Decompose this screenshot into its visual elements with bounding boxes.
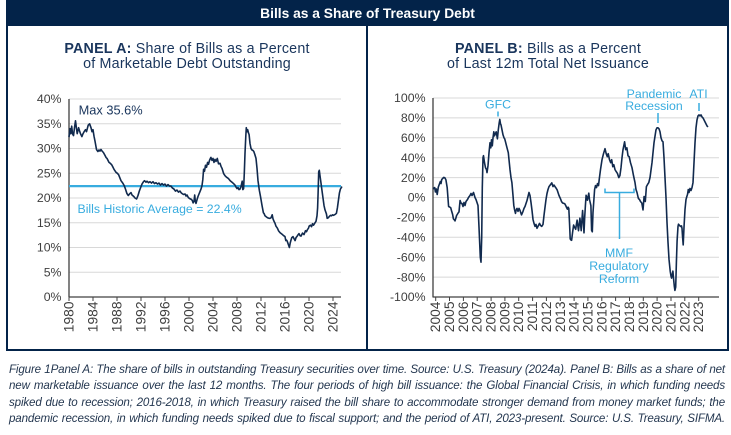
svg-text:2020: 2020 bbox=[302, 301, 317, 332]
svg-text:1992: 1992 bbox=[134, 302, 149, 333]
svg-text:35%: 35% bbox=[37, 117, 62, 131]
svg-text:1988: 1988 bbox=[110, 301, 125, 332]
svg-text:2014: 2014 bbox=[567, 301, 582, 332]
svg-text:-60%: -60% bbox=[397, 250, 426, 264]
svg-text:2018: 2018 bbox=[622, 301, 637, 332]
svg-text:2009: 2009 bbox=[497, 301, 512, 332]
svg-text:80%: 80% bbox=[401, 111, 426, 125]
svg-text:2004: 2004 bbox=[206, 301, 221, 332]
svg-text:2006: 2006 bbox=[456, 301, 471, 332]
svg-text:25%: 25% bbox=[37, 166, 62, 180]
svg-text:Recession: Recession bbox=[625, 99, 683, 113]
svg-text:2012: 2012 bbox=[254, 302, 269, 333]
svg-text:1996: 1996 bbox=[158, 301, 173, 332]
svg-text:Max 35.6%: Max 35.6% bbox=[79, 103, 143, 118]
svg-text:2016: 2016 bbox=[278, 301, 293, 332]
svg-text:0%: 0% bbox=[44, 290, 62, 304]
svg-text:15%: 15% bbox=[37, 216, 62, 230]
svg-text:-100%: -100% bbox=[390, 290, 426, 304]
svg-text:2011: 2011 bbox=[525, 302, 540, 332]
svg-text:MMF: MMF bbox=[605, 246, 633, 260]
svg-text:30%: 30% bbox=[37, 142, 62, 156]
svg-text:2019: 2019 bbox=[636, 301, 651, 332]
svg-text:Regulatory: Regulatory bbox=[589, 259, 649, 273]
svg-text:2021: 2021 bbox=[664, 302, 679, 333]
svg-text:2008: 2008 bbox=[230, 301, 245, 332]
svg-text:2024: 2024 bbox=[326, 301, 341, 332]
svg-text:2012: 2012 bbox=[539, 302, 554, 333]
svg-text:2022: 2022 bbox=[677, 302, 692, 333]
svg-text:-20%: -20% bbox=[397, 211, 426, 225]
svg-text:2016: 2016 bbox=[594, 301, 609, 332]
svg-text:1984: 1984 bbox=[86, 301, 101, 332]
svg-text:2005: 2005 bbox=[442, 301, 457, 332]
svg-text:2017: 2017 bbox=[608, 302, 623, 333]
svg-text:-40%: -40% bbox=[397, 231, 426, 245]
svg-text:1980: 1980 bbox=[62, 301, 77, 332]
svg-text:2007: 2007 bbox=[470, 302, 485, 333]
svg-text:20%: 20% bbox=[37, 191, 62, 205]
svg-text:2010: 2010 bbox=[511, 301, 526, 332]
svg-text:Reform: Reform bbox=[599, 272, 639, 286]
svg-text:ATI: ATI bbox=[689, 87, 707, 101]
svg-text:10%: 10% bbox=[37, 241, 62, 255]
svg-text:2013: 2013 bbox=[553, 301, 568, 332]
svg-text:40%: 40% bbox=[401, 151, 426, 165]
svg-text:2023: 2023 bbox=[691, 301, 706, 332]
svg-text:0%: 0% bbox=[408, 191, 426, 205]
svg-text:40%: 40% bbox=[37, 92, 62, 106]
svg-text:60%: 60% bbox=[401, 131, 426, 145]
svg-text:2020: 2020 bbox=[650, 301, 665, 332]
svg-text:2004: 2004 bbox=[428, 301, 443, 332]
svg-text:-80%: -80% bbox=[397, 270, 426, 284]
svg-text:2008: 2008 bbox=[484, 301, 499, 332]
svg-text:Pandemic: Pandemic bbox=[627, 87, 682, 101]
svg-text:5%: 5% bbox=[44, 265, 62, 279]
svg-text:20%: 20% bbox=[401, 171, 426, 185]
svg-text:2015: 2015 bbox=[580, 301, 595, 332]
svg-text:GFC: GFC bbox=[485, 98, 511, 112]
svg-text:Bills Historic Average = 22.4%: Bills Historic Average = 22.4% bbox=[78, 202, 242, 216]
svg-text:2000: 2000 bbox=[182, 301, 197, 332]
svg-text:100%: 100% bbox=[394, 91, 426, 105]
